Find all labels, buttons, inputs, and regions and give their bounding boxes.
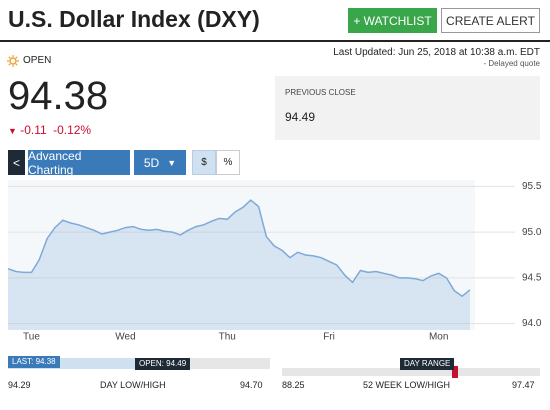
day-range-label: DAY LOW/HIGH xyxy=(100,380,166,390)
change: -0.11 xyxy=(20,123,47,137)
watchlist-button[interactable]: + WATCHLIST xyxy=(348,8,437,33)
chart: 95.5 95.0 94.5 94.0 Tue Wed Thu Fri Mon xyxy=(7,180,542,343)
day-range-marker-label: DAY RANGE xyxy=(400,358,455,370)
market-state: OPEN xyxy=(23,55,52,66)
change-row: ▼ -0.11 -0.12% xyxy=(8,123,92,137)
sun-icon xyxy=(7,55,19,67)
x-tick-label: Wed xyxy=(115,332,135,343)
y-tick-label: 95.0 xyxy=(522,227,542,238)
period: 5D xyxy=(143,155,160,170)
y-tick-label: 94.5 xyxy=(522,273,542,284)
previous-close-value: 94.49 xyxy=(285,110,316,124)
week52-marker xyxy=(452,366,458,378)
alert-button[interactable]: CREATE ALERT xyxy=(441,8,540,33)
open-label: OPEN: 94.49 xyxy=(135,358,191,370)
delay-note: - Delayed quote xyxy=(483,59,540,68)
week52-low: 88.25 xyxy=(282,380,305,390)
previous-close-box xyxy=(275,76,540,140)
line xyxy=(7,199,471,298)
x-tick-label: Thu xyxy=(219,332,236,343)
plot-background xyxy=(8,180,475,330)
period-button[interactable]: 5D ▼ xyxy=(134,150,186,175)
previous-close-label: PREVIOUS CLOSE xyxy=(285,88,356,97)
day-low: 94.29 xyxy=(8,380,31,390)
dollar-button[interactable]: $ xyxy=(192,150,216,175)
area xyxy=(8,200,470,330)
day-high: 94.70 xyxy=(240,380,263,390)
y-tick-label: 94.0 xyxy=(522,318,542,329)
divider xyxy=(0,40,550,42)
x-tick-label: Fri xyxy=(323,332,335,343)
last-updated: Last Updated: Jun 25, 2018 at 10:38 a.m.… xyxy=(333,47,540,58)
x-tick-label: Mon xyxy=(429,332,448,343)
back-button[interactable]: < xyxy=(8,150,25,175)
week52-high: 97.47 xyxy=(512,380,535,390)
last-label: LAST: 94.38 xyxy=(8,356,60,368)
percent-button[interactable]: % xyxy=(216,150,240,175)
y-tick-label: 95.5 xyxy=(522,181,542,192)
title: U.S. Dollar Index (DXY) xyxy=(8,6,260,32)
price: 94.38 xyxy=(8,74,109,118)
advanced-charting-button[interactable]: Advanced Charting xyxy=(28,149,130,177)
week52-track xyxy=(282,368,540,376)
x-tick-label: Tue xyxy=(23,332,40,343)
day-range-fill xyxy=(8,358,143,369)
week52-label: 52 WEEK LOW/HIGH xyxy=(363,380,451,390)
change-percent: -0.12% xyxy=(53,123,92,137)
